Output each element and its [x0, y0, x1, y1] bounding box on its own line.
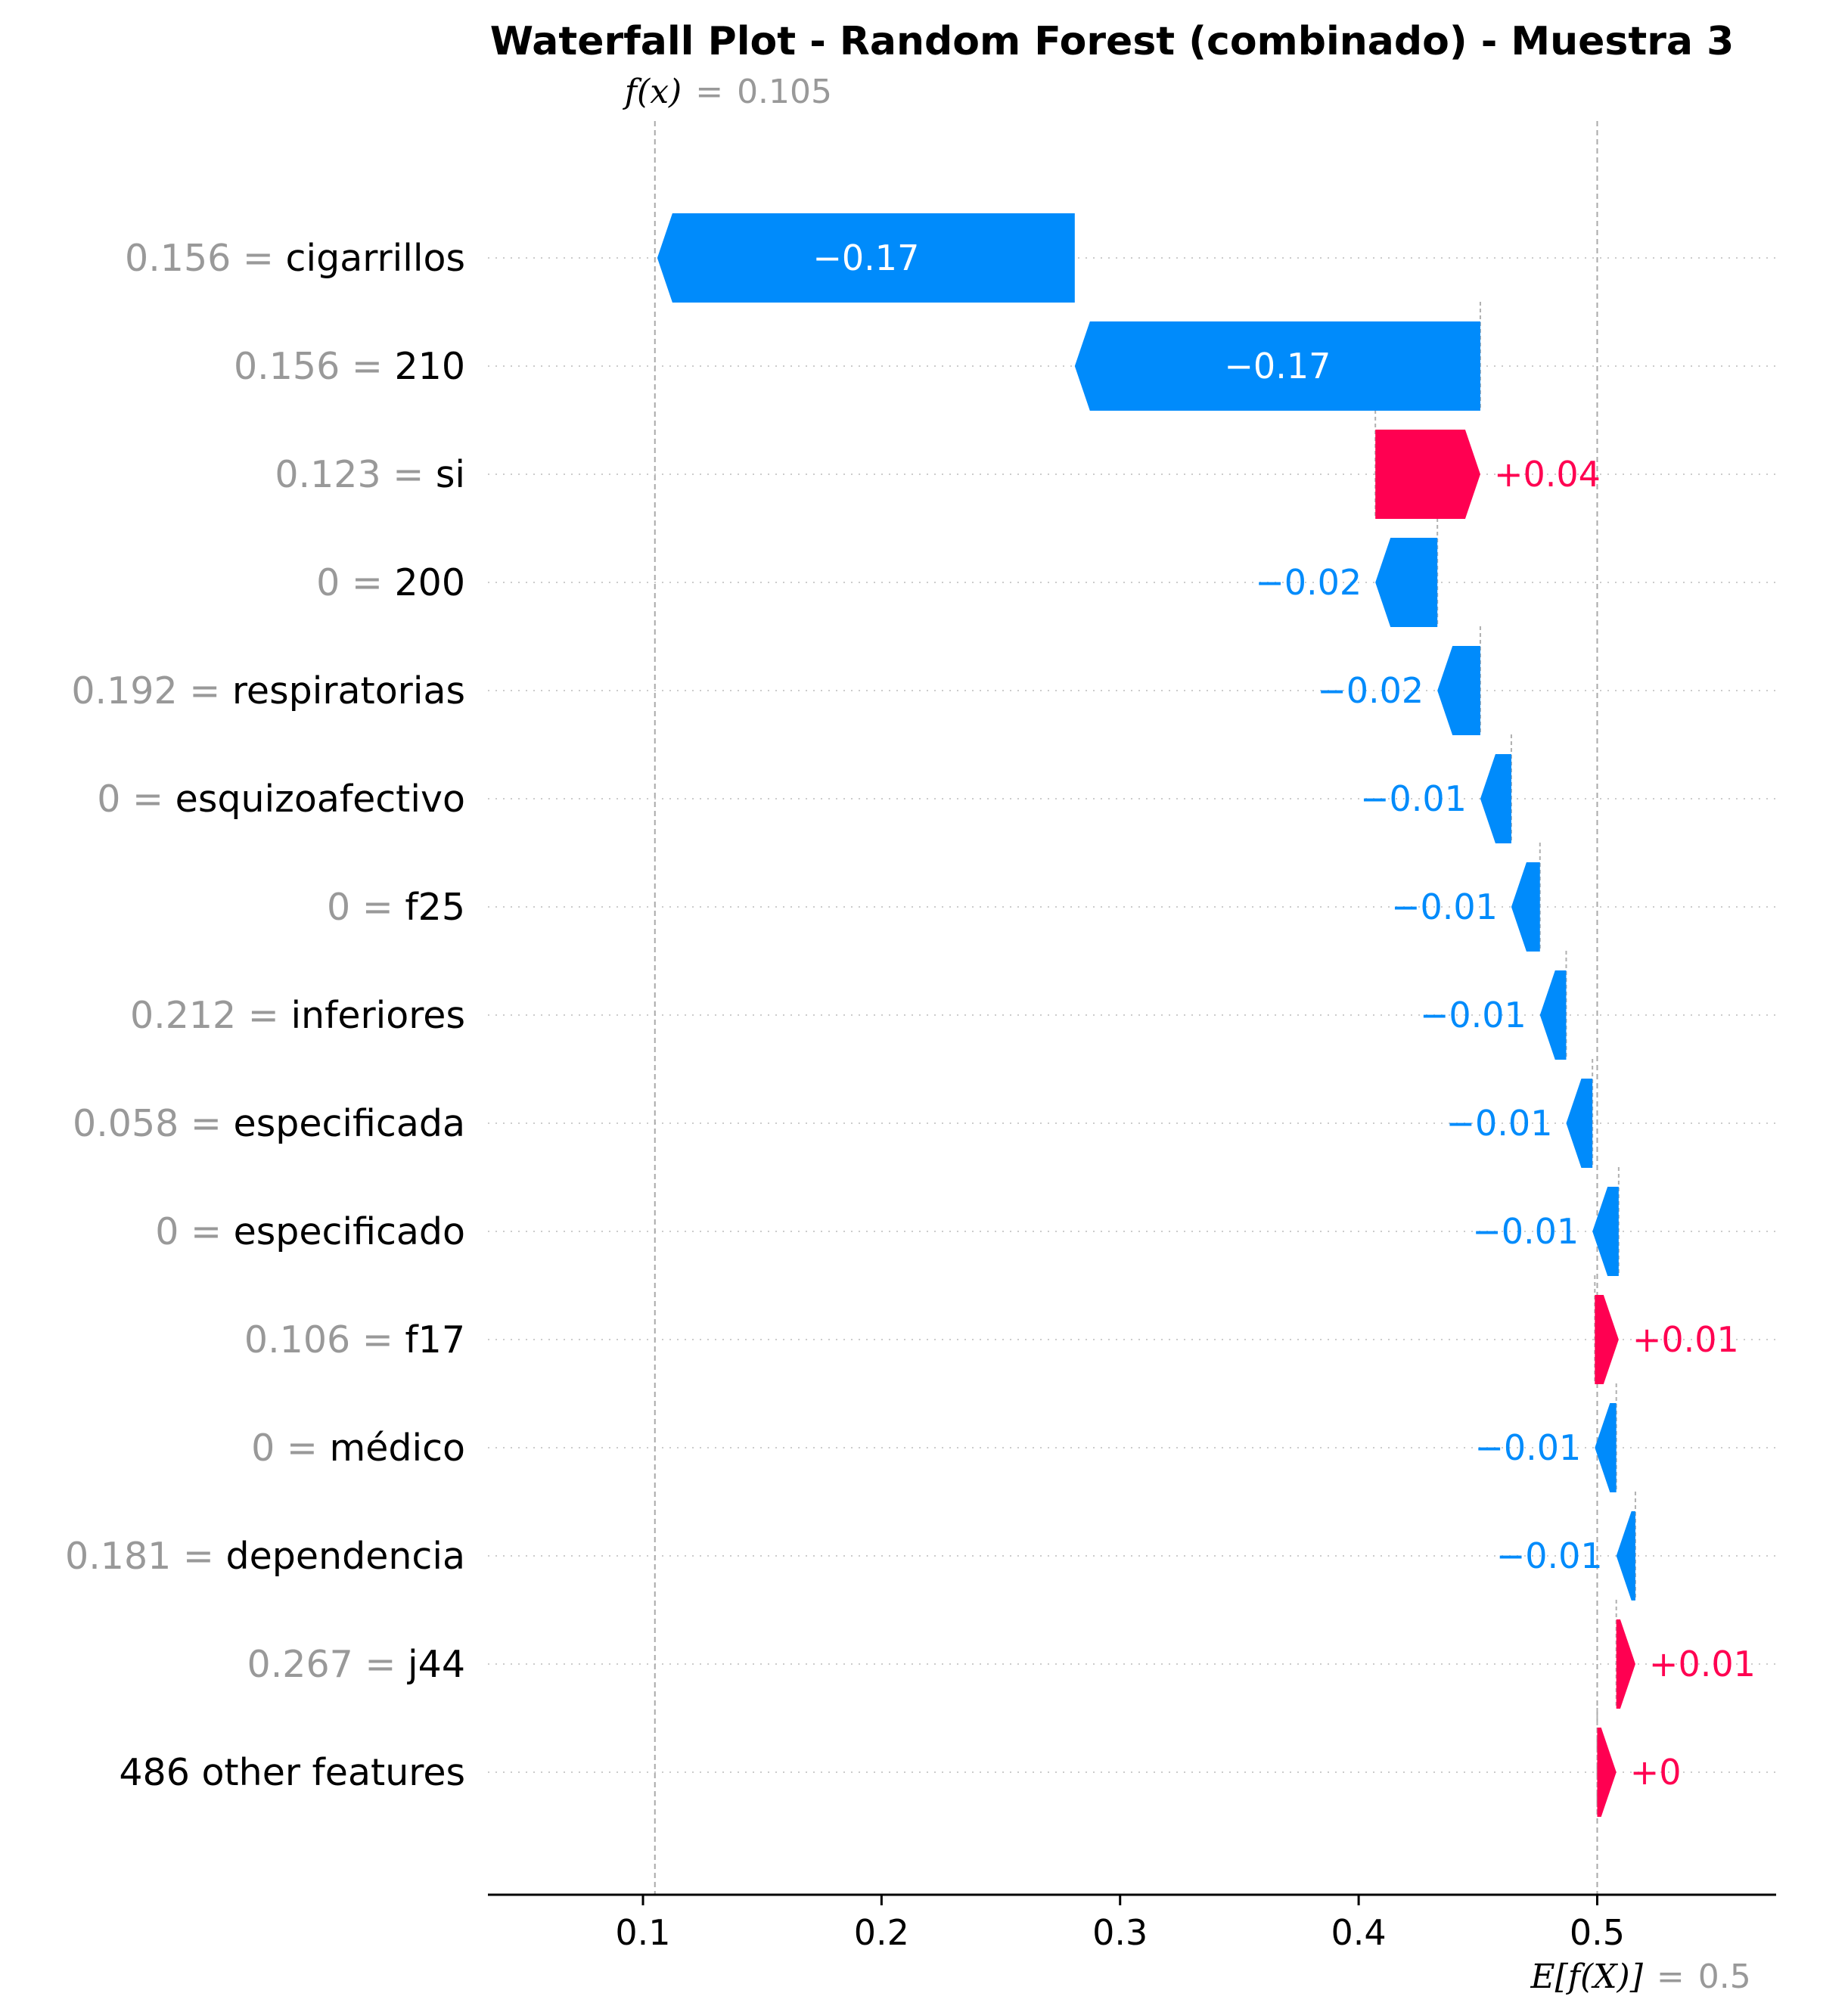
feature-value: 0.267 = — [247, 1643, 408, 1686]
fx-value: 0.105 — [737, 73, 832, 111]
waterfall-bar — [1597, 1728, 1617, 1817]
feature-value: 0.156 = — [234, 345, 395, 388]
feature-name: f17 — [405, 1318, 465, 1361]
bar-value-label: −0.01 — [1472, 1211, 1579, 1252]
feature-value: 0.192 = — [71, 669, 232, 713]
efx-equals: = — [1657, 1958, 1685, 1996]
waterfall-bar — [1592, 1187, 1619, 1276]
feature-label: 0.156 = 210 — [234, 345, 465, 388]
efx-annotation: E[f(X)] = 0.5 — [1530, 1958, 1750, 1996]
feature-value: 0.058 = — [73, 1102, 234, 1145]
feature-value: 0.156 = — [125, 237, 286, 280]
bar-value-label: −0.01 — [1391, 886, 1498, 927]
feature-label: 0.058 = especificada — [73, 1102, 465, 1145]
bar-value-label: −0.17 — [1224, 346, 1331, 387]
waterfall-bar — [1616, 1619, 1635, 1709]
feature-value: 0 = — [327, 886, 405, 929]
bar-value-label: +0.04 — [1494, 454, 1601, 495]
feature-name: f25 — [405, 886, 465, 929]
feature-name: si — [436, 453, 465, 496]
waterfall-bar — [1480, 754, 1511, 843]
feature-name: 200 — [394, 561, 465, 604]
efx-value: 0.5 — [1698, 1958, 1751, 1996]
feature-name: dependencia — [226, 1535, 465, 1578]
waterfall-bar — [1566, 1079, 1593, 1168]
bar-value-label: −0.01 — [1360, 778, 1467, 819]
feature-label: 0.192 = respiratorias — [71, 669, 465, 713]
fx-equals: = — [695, 73, 723, 111]
feature-label: 0 = 200 — [316, 561, 465, 604]
feature-value: 0 = — [155, 1210, 233, 1253]
bar-value-label: +0.01 — [1632, 1319, 1739, 1360]
feature-name: especificado — [234, 1210, 465, 1253]
fx-label: f(x) — [623, 73, 682, 111]
chart-title: Waterfall Plot - Random Forest (combinad… — [490, 19, 1735, 64]
feature-label: 0.156 = cigarrillos — [125, 237, 465, 280]
x-axis: 0.1 0.2 0.3 0.4 0.5 — [488, 1893, 1776, 1953]
feature-name: respiratorias — [232, 669, 465, 713]
bar-value-label: −0.17 — [812, 238, 919, 278]
feature-label: 0 = médico — [251, 1427, 465, 1470]
waterfall-bar — [1375, 430, 1480, 519]
feature-value: 0 = — [316, 561, 394, 604]
waterfall-bar — [1511, 862, 1540, 952]
waterfall-bar — [1595, 1295, 1619, 1384]
x-tick-label: 0.2 — [854, 1912, 909, 1953]
feature-label: 0 = f25 — [327, 886, 465, 929]
bar-value-label: +0.01 — [1649, 1644, 1756, 1684]
waterfall-bar — [657, 213, 1075, 303]
feature-label: 0.267 = j44 — [247, 1643, 465, 1686]
feature-label: 0.181 = dependencia — [65, 1535, 465, 1578]
bar-value-label: +0 — [1630, 1752, 1682, 1793]
waterfall-bar — [1595, 1403, 1617, 1492]
feature-label: 0 = especificado — [155, 1210, 465, 1253]
feature-value: 0 = — [251, 1427, 329, 1470]
waterfall-bar — [1437, 646, 1480, 735]
feature-label: 0 = esquizoafectivo — [97, 778, 465, 821]
feature-value: 0.212 = — [130, 994, 291, 1037]
feature-label: 486 other features — [119, 1751, 465, 1794]
efx-label: E[f(X)] — [1530, 1958, 1643, 1996]
feature-value: 0 = — [97, 778, 175, 821]
x-tick-label: 0.1 — [615, 1912, 670, 1953]
bar-value-label: −0.01 — [1474, 1427, 1581, 1468]
feature-value: 0.123 = — [275, 453, 436, 496]
feature-name: cigarrillos — [286, 237, 465, 280]
feature-name: 210 — [394, 345, 465, 388]
x-tick-label: 0.4 — [1331, 1912, 1387, 1953]
bar-value-label: −0.02 — [1317, 670, 1424, 711]
fx-annotation: f(x) = 0.105 — [623, 73, 832, 111]
feature-name: j44 — [407, 1643, 465, 1686]
feature-name: inferiores — [290, 994, 465, 1037]
bar-value-label: −0.01 — [1446, 1103, 1553, 1144]
feature-value: 0.106 = — [244, 1318, 405, 1361]
feature-name: médico — [329, 1427, 465, 1470]
waterfall-bar — [1616, 1511, 1635, 1601]
bar-value-label: −0.02 — [1255, 562, 1362, 603]
bar-value-label: −0.01 — [1420, 995, 1527, 1035]
bars: −0.17 −0.17 +0.04 −0.02 −0.02 −0.01 −0.01 −0.01… — [657, 213, 1756, 1817]
feature-name: 486 other features — [119, 1751, 465, 1794]
waterfall-bar — [1375, 538, 1438, 627]
waterfall-bar — [1074, 321, 1480, 411]
x-tick-label: 0.3 — [1092, 1912, 1148, 1953]
feature-name: especificada — [234, 1102, 465, 1145]
feature-label: 0.212 = inferiores — [130, 994, 465, 1037]
bar-value-label: −0.01 — [1496, 1535, 1603, 1576]
waterfall-bar — [1539, 970, 1567, 1060]
feature-name: esquizoafectivo — [175, 778, 465, 821]
grid-lines — [488, 257, 1776, 1773]
feature-label: 0.123 = si — [275, 453, 465, 496]
feature-value: 0.181 = — [65, 1535, 226, 1578]
x-tick-label: 0.5 — [1570, 1912, 1625, 1953]
feature-label: 0.106 = f17 — [244, 1318, 465, 1361]
